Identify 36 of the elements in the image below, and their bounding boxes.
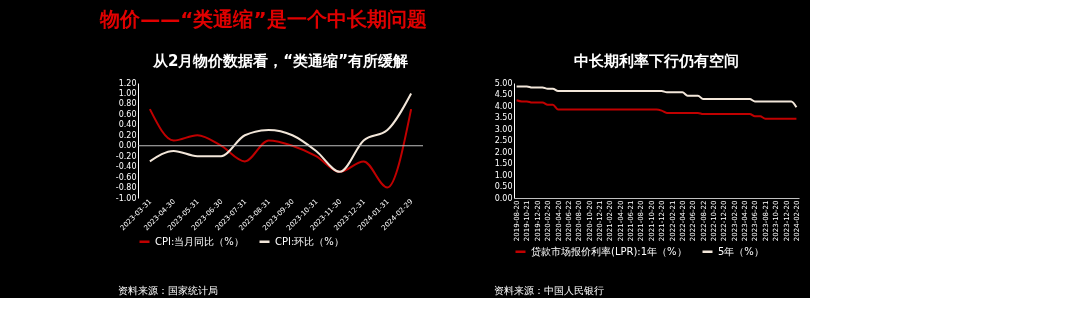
y-tick-label: 2.00: [494, 147, 513, 157]
y-tick-label: 1.00: [494, 170, 513, 180]
y-tick-label: -0.40: [115, 162, 137, 172]
y-tick-label: 0.60: [118, 109, 137, 119]
y-tick-label: 1.00: [118, 88, 137, 98]
y-tick-label: 0.00: [118, 141, 137, 151]
y-tick-label: 3.50: [494, 113, 513, 122]
y-tick-label: 0.20: [118, 130, 137, 140]
chart-title: 中长期利率下行仍有空间: [574, 52, 739, 70]
text: 物价——“类通缩”是一个中长期问题: [99, 7, 427, 31]
y-tick-label: 5.00: [494, 78, 513, 88]
y-tick-label: 3.00: [494, 124, 513, 134]
text: 资料来源：国家统计局: [118, 285, 218, 296]
y-tick-label: 4.50: [494, 90, 513, 99]
legend-label: 贷款市场报价利率(LPR):1年（%）: [531, 245, 687, 257]
y-tick-label: -1.00: [115, 193, 137, 203]
y-tick-label: -0.20: [115, 151, 137, 161]
y-tick-label: 2.50: [494, 136, 513, 145]
y-tick-label: 0.50: [494, 182, 513, 191]
y-tick-label: -0.80: [115, 183, 137, 193]
y-tick-label: 4.00: [494, 101, 513, 111]
legend-label: 5年（%）: [718, 245, 764, 257]
text: 资料来源：中国人民银行: [494, 285, 604, 296]
chart-title: 从2月物价数据看，“类通缩”有所缓解: [151, 52, 409, 70]
line-series: [515, 99, 798, 120]
y-tick-label: 1.50: [494, 159, 513, 168]
y-tick-label: 0.80: [118, 99, 137, 109]
y-tick-label: 1.20: [118, 78, 137, 88]
y-tick-label: 0.00: [494, 193, 513, 203]
line-series: [515, 85, 798, 109]
y-tick-label: 0.40: [118, 120, 137, 130]
legend-label: CPI:当月同比（%）: [155, 235, 244, 247]
line-series: [148, 108, 413, 189]
y-tick-label: -0.60: [115, 172, 137, 182]
line-series: [148, 92, 413, 173]
legend-label: CPI:环比（%）: [275, 235, 344, 247]
